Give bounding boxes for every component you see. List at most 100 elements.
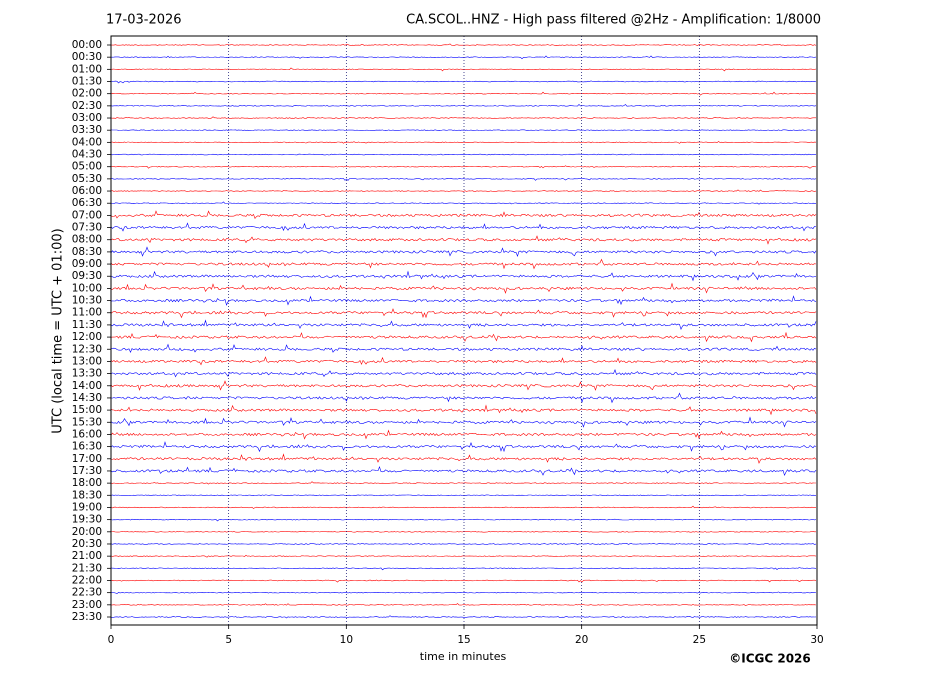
trace [110, 270, 817, 282]
trace [110, 246, 817, 258]
trace [110, 258, 817, 270]
trace [110, 566, 817, 571]
y-tick-label: 14:30 [72, 392, 102, 404]
trace [110, 235, 817, 245]
y-tick-label: 23:30 [72, 611, 102, 623]
y-tick-label: 21:00 [72, 550, 102, 562]
trace [110, 494, 816, 497]
trace [110, 80, 817, 84]
y-tick-label: 09:00 [72, 258, 102, 270]
x-tick-label: 20 [575, 634, 588, 646]
trace [110, 295, 817, 306]
y-tick-label: 01:00 [72, 63, 102, 75]
x-axis-label: time in minutes [420, 650, 507, 663]
y-tick-label: 20:30 [72, 538, 102, 550]
y-tick-label: 13:30 [72, 368, 102, 380]
y-tick-label: 09:30 [72, 270, 102, 282]
y-tick-label: 02:00 [72, 88, 102, 100]
trace [111, 55, 817, 60]
x-tick-label: 25 [693, 634, 706, 646]
y-tick-label: 07:30 [72, 222, 102, 234]
trace [110, 579, 817, 583]
trace [110, 481, 816, 485]
x-tick-label: 0 [108, 634, 115, 646]
y-tick-label: 04:30 [72, 149, 102, 161]
trace [110, 331, 817, 343]
trace [110, 392, 817, 404]
trace [110, 189, 817, 192]
x-tick-label: 10 [340, 634, 353, 646]
trace [110, 67, 817, 72]
y-tick-label: 20:00 [72, 526, 102, 538]
trace [110, 201, 817, 205]
y-tick-label: 01:30 [72, 76, 102, 88]
y-tick-label: 03:00 [72, 112, 102, 124]
y-tick-label: 10:30 [72, 295, 102, 307]
trace [110, 404, 817, 416]
y-tick-label: 08:30 [72, 246, 102, 258]
trace [110, 153, 816, 156]
chart-title: CA.SCOL..HNZ - High pass filtered @2Hz -… [406, 13, 821, 28]
date: 17-03-2026 [106, 13, 182, 28]
credit: ©ICGC 2026 [729, 652, 811, 666]
y-tick-label: 11:00 [72, 307, 102, 319]
y-tick-label: 16:30 [72, 441, 102, 453]
y-tick-label: 10:00 [72, 282, 102, 294]
y-tick-label: 13:00 [72, 355, 102, 367]
trace [110, 141, 817, 144]
x-tick-label: 15 [457, 634, 470, 646]
trace [110, 308, 817, 319]
y-tick-label: 06:00 [72, 185, 102, 197]
trace [110, 129, 817, 131]
y-tick-label: 07:00 [72, 209, 102, 221]
y-tick-label: 05:30 [72, 173, 102, 185]
trace [110, 453, 817, 464]
trace [110, 591, 817, 595]
y-tick-label: 15:30 [72, 416, 102, 428]
x-tick-label: 30 [810, 634, 823, 646]
y-tick-label: 12:00 [72, 331, 102, 343]
y-tick-label: 08:00 [72, 234, 102, 246]
y-tick-label: 03:30 [72, 124, 102, 136]
y-tick-label: 16:00 [72, 428, 102, 440]
y-tick-label: 17:30 [72, 465, 102, 477]
trace [110, 319, 817, 331]
y-tick-label: 18:00 [72, 477, 102, 489]
trace [111, 177, 817, 181]
trace [111, 43, 817, 47]
trace [110, 542, 817, 546]
trace [110, 615, 817, 619]
trace [110, 416, 817, 428]
trace [110, 103, 817, 107]
y-tick-label: 21:30 [72, 562, 102, 574]
y-tick-label: 12:30 [72, 343, 102, 355]
y-tick-label: 00:00 [72, 39, 102, 51]
y-tick-label: 00:30 [72, 51, 102, 63]
y-axis-label: UTC (local time = UTC + 01:00) [51, 228, 66, 433]
trace [111, 531, 816, 533]
trace [110, 210, 817, 219]
trace [110, 369, 817, 378]
y-tick-label: 22:30 [72, 587, 102, 599]
trace [110, 554, 817, 558]
y-tick-label: 18:30 [72, 489, 102, 501]
trace [110, 603, 817, 606]
y-tick-label: 14:00 [72, 380, 102, 392]
trace [110, 116, 816, 119]
y-tick-label: 06:30 [72, 197, 102, 209]
trace [110, 282, 817, 294]
x-tick-label: 5 [225, 634, 232, 646]
y-tick-label: 11:30 [72, 319, 102, 331]
y-tick-label: 19:00 [72, 501, 102, 513]
y-tick-label: 23:00 [72, 599, 102, 611]
y-tick-label: 02:30 [72, 100, 102, 112]
trace [110, 165, 817, 169]
y-tick-label: 22:00 [72, 574, 102, 586]
y-tick-label: 15:00 [72, 404, 102, 416]
trace [111, 343, 817, 353]
trace [110, 356, 817, 366]
trace [110, 222, 817, 232]
trace [110, 441, 817, 453]
plot-frame [110, 35, 818, 626]
trace [110, 518, 817, 522]
